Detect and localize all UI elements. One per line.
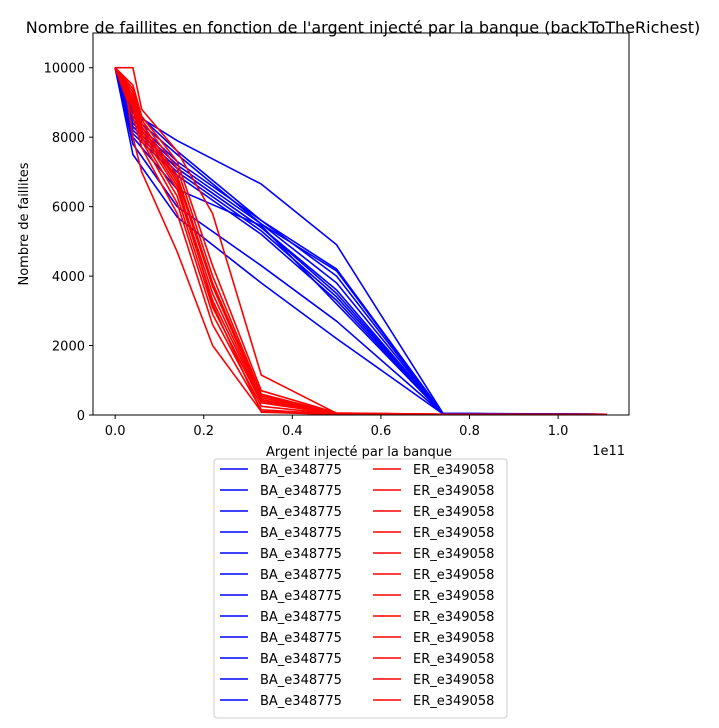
legend-label: BA_e348775 <box>260 547 342 562</box>
x-axis-ticks: 0.0 0.2 0.4 0.6 0.8 1.0 <box>105 415 569 439</box>
legend-label: BA_e348775 <box>260 505 342 520</box>
x-tick-label: 0.8 <box>459 424 480 439</box>
legend-label: ER_e349058 <box>413 631 494 646</box>
legend-label: ER_e349058 <box>413 484 494 499</box>
y-axis-ticks: 0 2000 4000 6000 8000 10000 <box>44 62 93 424</box>
x-tick-label: 0.4 <box>282 424 303 439</box>
y-tick-label: 2000 <box>52 340 85 355</box>
x-tick-label: 1.0 <box>548 424 569 439</box>
y-tick-label: 6000 <box>52 201 85 216</box>
legend-label: ER_e349058 <box>413 673 494 688</box>
plot-lines <box>114 66 607 416</box>
legend-label: ER_e349058 <box>413 526 494 541</box>
legend-label: BA_e348775 <box>260 568 342 583</box>
legend-label: BA_e348775 <box>260 484 342 499</box>
legend-label: BA_e348775 <box>260 589 342 604</box>
x-tick-label: 0.2 <box>193 424 214 439</box>
legend-label: BA_e348775 <box>260 673 342 688</box>
plot-frame <box>92 32 630 416</box>
series-line-24 <box>114 67 607 416</box>
y-tick-label: 0 <box>77 409 85 424</box>
x-axis-offset-text: 1e11 <box>592 444 625 459</box>
legend-label: ER_e349058 <box>413 568 494 583</box>
legend-label: ER_e349058 <box>413 652 494 667</box>
x-axis-label: Argent injecté par la banque <box>266 445 452 460</box>
legend: BA_e348775 BA_e348775 BA_e348775 BA_e348775… <box>213 458 508 719</box>
chart-title: Nombre de faillites en fonction de l'arg… <box>26 18 700 37</box>
y-tick-label: 8000 <box>52 131 85 146</box>
legend-box <box>213 458 508 719</box>
legend-label: ER_e349058 <box>413 505 494 520</box>
legend-label: BA_e348775 <box>260 652 342 667</box>
series-line-21 <box>114 67 607 416</box>
y-axis-label: Nombre de faillites <box>17 162 32 285</box>
legend-label: BA_e348775 <box>260 610 342 625</box>
legend-label: BA_e348775 <box>260 526 342 541</box>
legend-label: ER_e349058 <box>413 589 494 604</box>
x-tick-label: 0.0 <box>105 424 126 439</box>
x-tick-label: 0.6 <box>371 424 392 439</box>
legend-label: BA_e348775 <box>260 631 342 646</box>
legend-label: ER_e349058 <box>413 610 494 625</box>
legend-label: BA_e348775 <box>260 694 342 709</box>
legend-label: BA_e348775 <box>260 463 342 478</box>
y-tick-label: 10000 <box>44 62 85 77</box>
y-tick-label: 4000 <box>52 270 85 285</box>
legend-label: ER_e349058 <box>413 547 494 562</box>
legend-label: ER_e349058 <box>413 694 494 709</box>
legend-label: ER_e349058 <box>413 463 494 478</box>
